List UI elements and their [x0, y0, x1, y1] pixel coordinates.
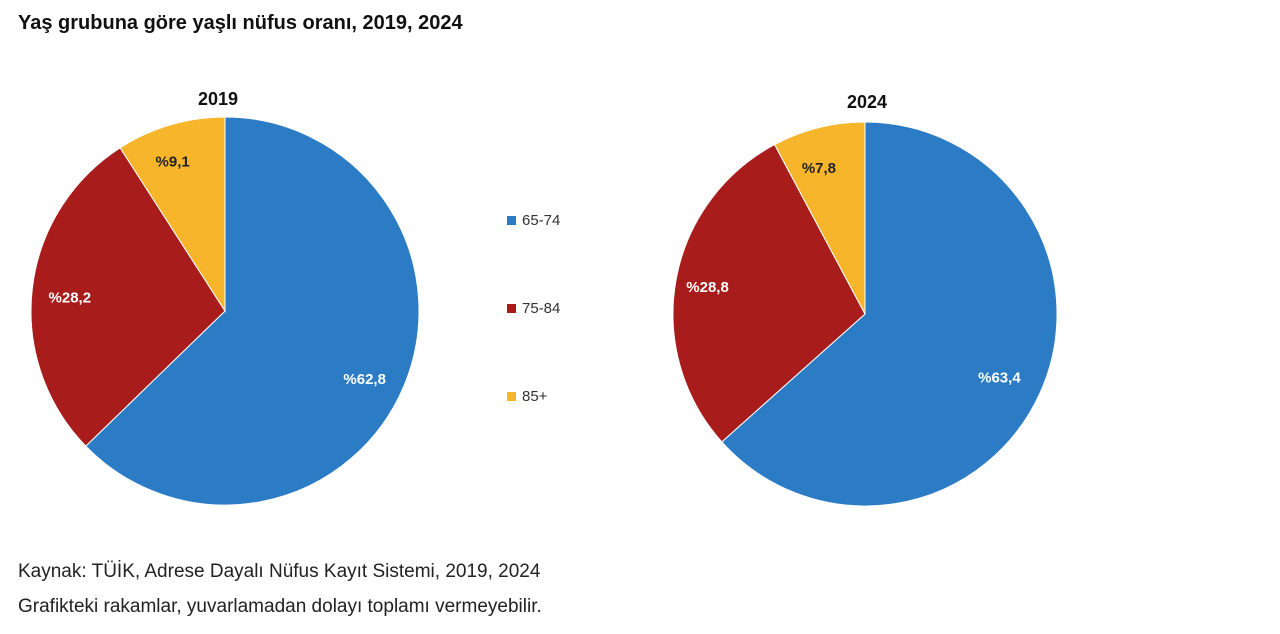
- legend-label: 65-74: [522, 212, 560, 229]
- slice-label-65-74: %62,8: [343, 371, 386, 388]
- pie-slice-75-84: [672, 143, 866, 443]
- legend-swatch: [507, 392, 516, 401]
- pie-2024: %63,4 %28,8 %7,8 2024: [672, 92, 1058, 507]
- legend-item-65-74: 65-74: [507, 212, 560, 229]
- chart-title: Yaş grubuna göre yaşlı nüfus oranı, 2019…: [18, 12, 463, 34]
- pie-slice-85+: [119, 116, 226, 313]
- slice-label-65-74: %63,4: [978, 369, 1021, 386]
- pie-title: 2019: [198, 89, 238, 109]
- pie-slice-75-84: [30, 147, 226, 447]
- legend-item-85+: 85+: [507, 388, 548, 405]
- pie-slice-65-74: [85, 116, 420, 506]
- pie-slice-65-74: [721, 121, 1058, 507]
- slice-label-75-84: %28,8: [686, 279, 729, 296]
- legend: 65-74 75-84 85+: [507, 212, 560, 405]
- pie-slice-85+: [773, 121, 866, 315]
- legend-swatch: [507, 216, 516, 225]
- legend-label: 85+: [522, 388, 548, 405]
- slice-label-75-84: %28,2: [49, 289, 92, 306]
- slice-label-85+: %7,8: [802, 160, 836, 177]
- pie-2019: %62,8 %28,2 %9,1 2019: [30, 89, 420, 506]
- legend-item-75-84: 75-84: [507, 300, 560, 317]
- pie-title: 2024: [847, 92, 887, 112]
- legend-label: 75-84: [522, 300, 560, 317]
- source-note: Kaynak: TÜİK, Adrese Dayalı Nüfus Kayıt …: [18, 561, 541, 582]
- legend-swatch: [507, 304, 516, 313]
- slice-label-85+: %9,1: [156, 154, 190, 171]
- rounding-note: Grafikteki rakamlar, yuvarlamadan dolayı…: [18, 596, 542, 617]
